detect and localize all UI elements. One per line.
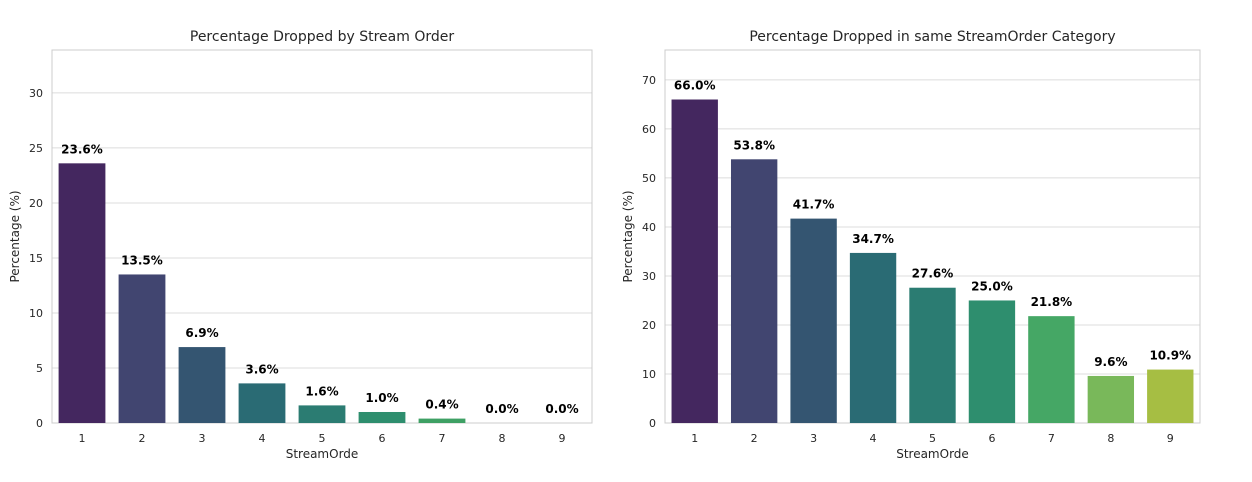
bar (418, 418, 466, 423)
x-tick-label: 7 (1048, 432, 1055, 445)
x-tick-label: 3 (810, 432, 817, 445)
bar (1087, 375, 1135, 423)
y-tick-label: 70 (642, 74, 656, 87)
bar (118, 274, 166, 423)
data-label: 1.6% (305, 384, 338, 398)
data-label: 34.7% (852, 232, 894, 246)
data-label: 0.4% (425, 398, 458, 412)
x-tick-label: 2 (139, 432, 146, 445)
y-tick-label: 20 (29, 197, 43, 210)
bar (968, 300, 1016, 423)
data-label: 53.8% (733, 138, 775, 152)
data-label: 0.0% (485, 402, 518, 416)
x-tick-label: 5 (929, 432, 936, 445)
data-label: 21.8% (1031, 295, 1073, 309)
data-label: 3.6% (245, 362, 278, 376)
y-tick-label: 0 (36, 417, 43, 430)
y-tick-label: 50 (642, 172, 656, 185)
x-axis-label: StreamOrde (286, 447, 359, 461)
y-tick-label: 15 (29, 252, 43, 265)
bar (1028, 316, 1075, 423)
bar (1147, 369, 1194, 423)
data-label: 41.7% (793, 198, 835, 212)
data-label: 25.0% (971, 279, 1013, 293)
bar (178, 347, 226, 423)
data-label: 9.6% (1094, 355, 1127, 369)
y-tick-label: 10 (29, 307, 43, 320)
y-tick-label: 25 (29, 142, 43, 155)
data-label: 27.6% (912, 267, 954, 281)
y-tick-label: 20 (642, 319, 656, 332)
x-tick-label: 9 (1167, 432, 1174, 445)
data-label: 66.0% (674, 79, 716, 93)
bar (730, 159, 778, 423)
chart-1: 0 5 10 15 20 25 30 23.6% 1 13.5% 2 6.9% 3 3.6% 4 1.6% 5 1… (8, 29, 593, 461)
data-label: 23.6% (61, 142, 103, 156)
chart-title: Percentage Dropped by Stream Order (190, 29, 454, 45)
y-tick-label: 40 (642, 221, 656, 234)
bar (790, 218, 837, 423)
x-tick-label: 8 (1107, 432, 1114, 445)
y-tick-label: 0 (649, 417, 656, 430)
y-tick-label: 30 (29, 87, 43, 100)
bar (909, 287, 956, 423)
y-tick-label: 30 (642, 270, 656, 283)
y-tick-label: 60 (642, 123, 656, 136)
data-label: 1.0% (365, 391, 398, 405)
x-tick-label: 7 (439, 432, 446, 445)
data-label: 0.0% (545, 402, 578, 416)
y-tick-label: 5 (36, 362, 43, 375)
bar (58, 163, 106, 423)
x-tick-label: 6 (379, 432, 386, 445)
bar (238, 383, 286, 423)
bar (671, 99, 718, 423)
x-tick-label: 8 (499, 432, 506, 445)
x-tick-label: 9 (559, 432, 566, 445)
y-axis-label: Percentage (%) (621, 190, 635, 282)
chart-title: Percentage Dropped in same StreamOrder C… (749, 29, 1115, 45)
x-tick-label: 2 (751, 432, 758, 445)
x-tick-label: 4 (870, 432, 877, 445)
x-axis-label: StreamOrde (896, 447, 969, 461)
x-tick-label: 6 (988, 432, 995, 445)
bar (849, 252, 897, 423)
x-tick-label: 5 (319, 432, 326, 445)
x-tick-label: 1 (79, 432, 86, 445)
data-label: 13.5% (121, 253, 163, 267)
data-label: 6.9% (185, 326, 218, 340)
x-tick-label: 1 (691, 432, 698, 445)
bar (358, 411, 406, 423)
x-tick-label: 3 (199, 432, 206, 445)
chart-2: 0 10 20 30 40 50 60 70 66.0% 1 53.8% 2 41.7% 3 34.7% 4 2… (621, 29, 1201, 461)
data-label: 10.9% (1149, 349, 1191, 363)
y-axis-label: Percentage (%) (8, 190, 22, 282)
bar (298, 405, 346, 423)
x-tick-label: 4 (259, 432, 266, 445)
y-tick-label: 10 (642, 368, 656, 381)
